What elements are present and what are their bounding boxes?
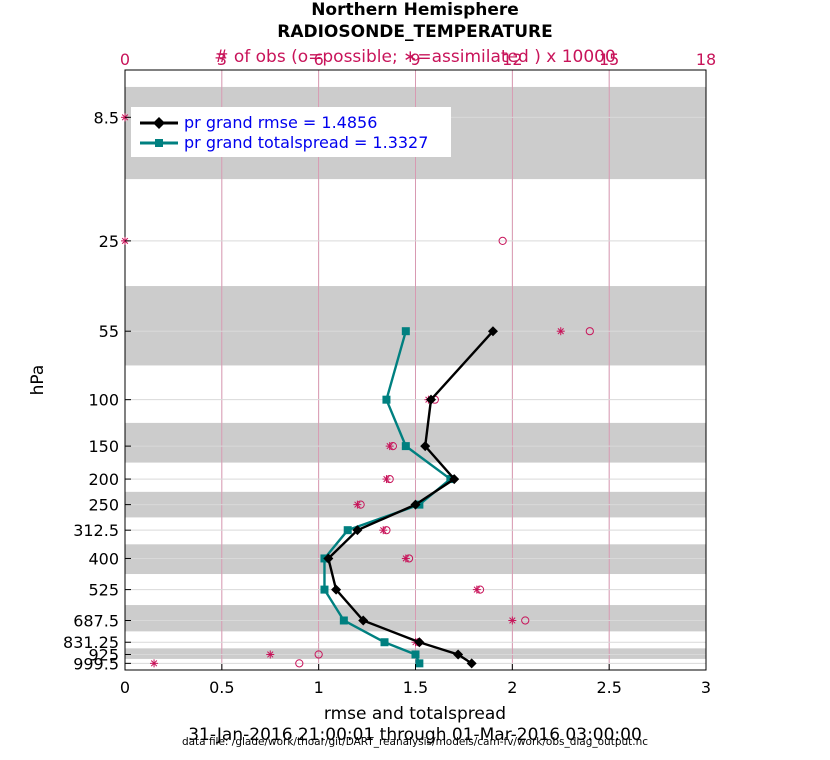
rmse-point (323, 553, 334, 564)
y-tick-label: 150 (88, 437, 119, 456)
rmse-point (487, 326, 498, 337)
obs-assimilated-stroke (557, 328, 564, 335)
obs-assimilated-marker (382, 475, 391, 484)
obs-possible-marker (295, 659, 304, 668)
obs-assimilated-stroke (380, 526, 387, 534)
series-lines (320, 326, 498, 669)
chart-title: Northern Hemisphere (311, 0, 519, 20)
y-tick-label: 525 (88, 581, 119, 600)
rmse-point (352, 525, 363, 536)
top-tick-label: 12 (502, 50, 522, 69)
y-tick-label: 312.5 (73, 521, 119, 540)
totalspread-point (382, 395, 391, 404)
rmse-point (453, 649, 464, 660)
y-tick-label: 831.25 (63, 633, 119, 652)
totalspread-point (343, 526, 352, 535)
rmse-point (414, 637, 425, 648)
legend-spread-marker (155, 139, 163, 147)
series-line-totalspread (323, 330, 452, 664)
y-tick-label: 100 (88, 391, 119, 410)
obs-assimilated-marker (150, 659, 159, 668)
y-tick-label: 200 (88, 470, 119, 489)
obs-assimilated-marker (266, 650, 275, 659)
rmse-point (466, 658, 477, 669)
obs-count-markers (121, 113, 594, 668)
obs-assimilated-marker (508, 616, 517, 625)
obs-assimilated-marker (385, 442, 394, 451)
top-axis-label: # of obs (o=possible; ∗=assimilated ) x … (214, 47, 616, 67)
top-tick-label: 9 (410, 50, 420, 69)
obs-possible-marker (314, 650, 323, 659)
x-axis-label: rmse and totalspread (324, 704, 506, 724)
totalspread-point (415, 659, 424, 668)
top-tick-label: 3 (217, 50, 227, 69)
y-tick-label: 999.5 (73, 654, 119, 673)
obs-possible-marker (521, 616, 530, 625)
obs-assimilated-stroke (402, 555, 409, 562)
totalspread-point (401, 327, 410, 336)
series-line-rmse (327, 330, 494, 665)
date-range: 31-Jan-2016 21:00:01 through 01-Mar-2016… (188, 725, 642, 745)
totalspread-point (339, 616, 348, 625)
obs-assimilated-marker (472, 585, 481, 594)
totalspread-point (411, 650, 420, 659)
x-tick-label: 1 (314, 678, 324, 697)
totalspread-point (320, 585, 329, 594)
obs-assimilated-stroke (386, 442, 393, 450)
x-tick-label: 0 (120, 678, 130, 697)
axis-ticks: 0 0.5 1 1.5 2 2.5 3 0 3 6 9 12 15 18 8.5 25 55 100 150 200 2… (63, 50, 716, 697)
x-tick-label: 1.5 (403, 678, 428, 697)
y-tick-label: 8.5 (94, 108, 119, 127)
x-tick-label: 2.5 (596, 678, 621, 697)
obs-possible-marker (498, 236, 507, 245)
x-tick-label: 2 (507, 678, 517, 697)
chart-subtitle: RADIOSONDE_TEMPERATURE (277, 22, 553, 42)
top-tick-label: 15 (599, 50, 619, 69)
obs-assimilated-stroke (150, 660, 158, 667)
y-tick-label: 925 (88, 645, 119, 664)
y-tick-label: 250 (88, 496, 119, 515)
x-tick-label: 0.5 (209, 678, 234, 697)
legend-spread-label: pr grand totalspread = 1.3327 (184, 133, 428, 152)
rmse-point (420, 441, 431, 452)
top-tick-label: 18 (696, 50, 716, 69)
top-tick-label: 0 (120, 50, 130, 69)
y-tick-label: 400 (88, 549, 119, 568)
obs-assimilated-stroke (383, 475, 390, 483)
obs-assimilated-marker (401, 554, 410, 563)
legend-rmse-marker (153, 117, 165, 129)
rmse-point (331, 584, 342, 595)
top-tick-label: 6 (314, 50, 324, 69)
obs-assimilated-marker (379, 526, 388, 535)
obs-assimilated-stroke (473, 586, 481, 593)
y-tick-label: 55 (99, 322, 119, 341)
obs-possible-marker (585, 327, 594, 336)
obs-assimilated-stroke (354, 501, 361, 508)
x-tick-label: 3 (701, 678, 711, 697)
y-tick-label: 25 (99, 232, 119, 251)
totalspread-point (401, 442, 410, 451)
y-axis-label: hPa (28, 365, 48, 396)
rmse-point (358, 615, 369, 626)
legend-rmse-label: pr grand rmse = 1.4856 (184, 113, 377, 132)
rmse-point (410, 499, 421, 510)
rmse-point (425, 394, 436, 405)
obs-assimilated-stroke (509, 617, 516, 624)
obs-assimilated-stroke (267, 651, 274, 658)
obs-assimilated-marker (353, 500, 362, 509)
rmse-point (449, 474, 460, 485)
legend: pr grand rmse = 1.4856 pr grand totalspr… (131, 107, 451, 157)
obs-assimilated-marker (556, 327, 565, 336)
totalspread-point (380, 638, 389, 647)
legend-box (131, 107, 451, 157)
data-file-path: data file: /glade/work/thoar/git/DART_re… (182, 736, 648, 748)
y-tick-label: 687.5 (73, 611, 119, 630)
